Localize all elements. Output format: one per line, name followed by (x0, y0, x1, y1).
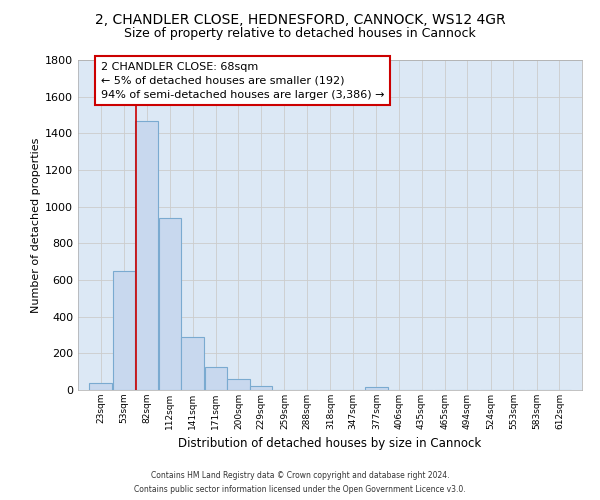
X-axis label: Distribution of detached houses by size in Cannock: Distribution of detached houses by size … (178, 438, 482, 450)
Text: 2, CHANDLER CLOSE, HEDNESFORD, CANNOCK, WS12 4GR: 2, CHANDLER CLOSE, HEDNESFORD, CANNOCK, … (95, 12, 505, 26)
Bar (89, 382, 112, 390)
Bar (135, 120, 158, 390)
Bar (227, 378, 250, 390)
Bar (181, 337, 204, 390)
Text: 2 CHANDLER CLOSE: 68sqm
← 5% of detached houses are smaller (192)
94% of semi-de: 2 CHANDLER CLOSE: 68sqm ← 5% of detached… (101, 62, 384, 100)
Bar (250, 386, 272, 390)
Bar (205, 367, 227, 390)
Bar (113, 271, 135, 390)
Text: Size of property relative to detached houses in Cannock: Size of property relative to detached ho… (124, 28, 476, 40)
Bar (158, 218, 181, 390)
Bar (365, 387, 388, 390)
Text: Contains HM Land Registry data © Crown copyright and database right 2024.
Contai: Contains HM Land Registry data © Crown c… (134, 472, 466, 494)
Y-axis label: Number of detached properties: Number of detached properties (31, 138, 41, 312)
